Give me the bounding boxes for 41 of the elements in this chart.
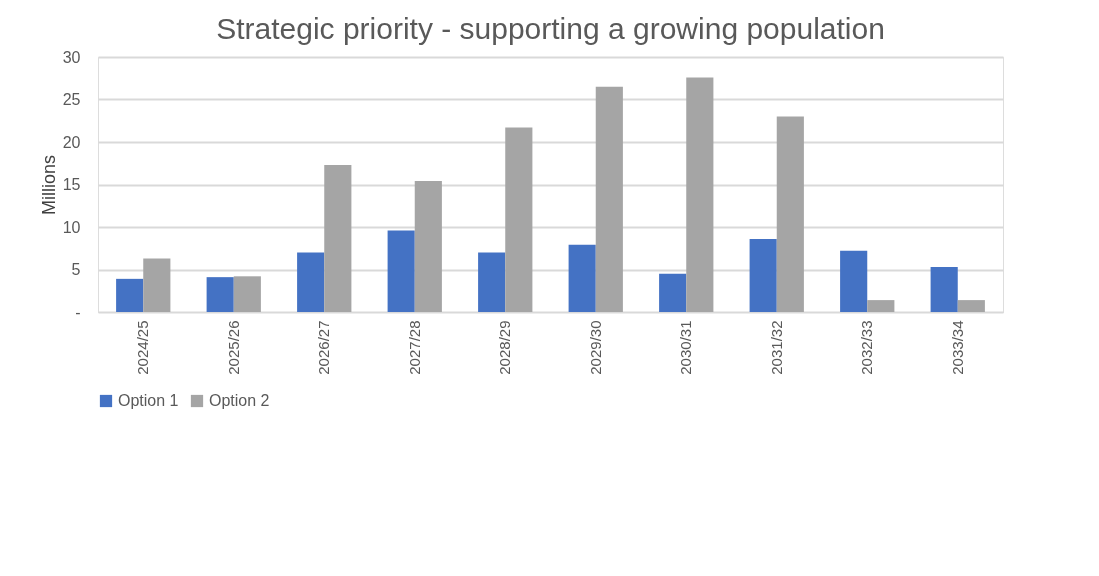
bar bbox=[840, 250, 868, 312]
bar bbox=[568, 244, 596, 312]
x-tick-label: 2031/32 bbox=[767, 320, 785, 375]
bar bbox=[505, 127, 533, 312]
x-tick-label: 2033/34 bbox=[948, 320, 966, 375]
bar bbox=[414, 181, 442, 312]
y-tick-label: 10 bbox=[62, 218, 81, 236]
bar bbox=[206, 277, 234, 312]
x-tick-label: 2026/27 bbox=[315, 320, 333, 375]
bar bbox=[659, 273, 687, 312]
bar bbox=[324, 164, 352, 312]
x-tick-label: 2028/29 bbox=[496, 320, 514, 375]
chart-title: Strategic priority - supporting a growing population bbox=[216, 12, 885, 45]
x-tick-label: 2032/33 bbox=[858, 320, 876, 375]
bar bbox=[143, 258, 171, 312]
bar bbox=[749, 238, 777, 312]
x-tick-label: 2030/31 bbox=[677, 320, 695, 375]
x-tick-label: 2029/30 bbox=[586, 320, 604, 375]
x-tick-label: 2025/26 bbox=[224, 320, 242, 375]
x-tick-label: 2024/25 bbox=[134, 320, 152, 375]
y-tick-label: 30 bbox=[62, 48, 81, 66]
bar bbox=[387, 230, 415, 312]
legend-label: Option 2 bbox=[209, 392, 270, 409]
y-tick-label: - bbox=[75, 303, 81, 321]
bar bbox=[595, 86, 623, 312]
y-tick-label: 20 bbox=[62, 133, 81, 151]
y-tick-label: 25 bbox=[62, 91, 81, 108]
bar bbox=[776, 116, 804, 312]
legend-label: Option 1 bbox=[118, 392, 179, 409]
bar bbox=[116, 278, 144, 312]
y-tick-label: 5 bbox=[71, 261, 81, 278]
bar bbox=[233, 276, 261, 312]
x-tick-label: 2027/28 bbox=[405, 320, 423, 375]
bar bbox=[297, 252, 325, 312]
bar bbox=[930, 266, 958, 312]
y-tick-label: 15 bbox=[62, 176, 81, 193]
bar bbox=[957, 300, 985, 312]
bar bbox=[867, 300, 895, 312]
y-axis-title: Millions bbox=[38, 154, 59, 216]
bar bbox=[686, 77, 714, 312]
bar bbox=[478, 252, 506, 312]
